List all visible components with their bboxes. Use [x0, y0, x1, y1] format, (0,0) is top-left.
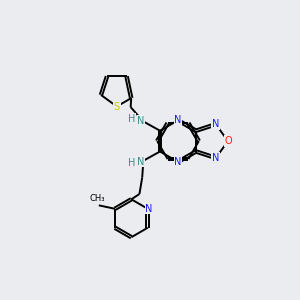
Text: N: N — [212, 153, 220, 163]
Text: CH₃: CH₃ — [90, 194, 105, 203]
Text: N: N — [174, 157, 182, 167]
Text: O: O — [224, 136, 232, 146]
Text: N: N — [212, 119, 220, 129]
Text: H: H — [128, 158, 135, 168]
Text: N: N — [174, 115, 182, 125]
Text: N: N — [145, 204, 153, 214]
Text: N: N — [137, 157, 145, 167]
Text: N: N — [137, 116, 145, 125]
Text: S: S — [114, 102, 120, 112]
Text: H: H — [128, 114, 135, 124]
